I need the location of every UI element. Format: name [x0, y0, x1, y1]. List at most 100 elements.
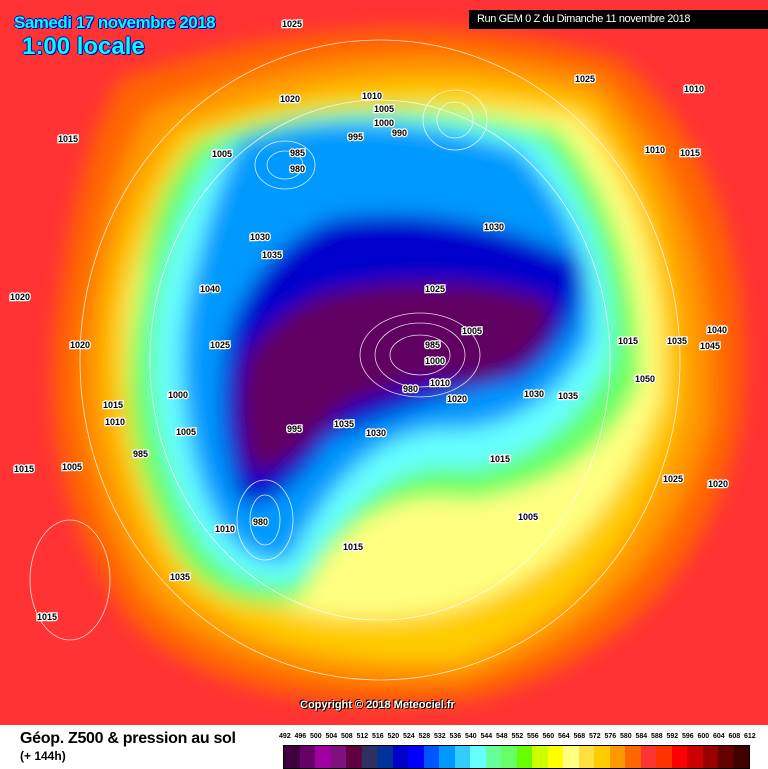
pressure-label: 1010 — [684, 84, 704, 94]
legend-tick: 584 — [635, 733, 648, 740]
pressure-label: 1015 — [490, 454, 510, 464]
pressure-label: 980 — [403, 384, 418, 394]
legend-swatch — [470, 746, 486, 768]
color-legend: 492 496 500 504 508 512 516 520 524 528 532 536 540 5… — [279, 733, 760, 769]
legend-swatch — [718, 746, 734, 768]
pressure-label: 1015 — [343, 542, 363, 552]
legend-tick: 524 — [403, 733, 415, 740]
legend-swatch — [299, 746, 315, 768]
legend-swatch — [439, 746, 455, 768]
legend-tick: 596 — [682, 733, 694, 740]
legend-swatch — [702, 746, 718, 768]
pressure-label: 1015 — [618, 336, 638, 346]
pressure-label: 1030 — [484, 222, 504, 232]
legend-tick: 600 — [697, 733, 710, 740]
legend-tick: 536 — [449, 733, 462, 740]
pressure-label: 1025 — [663, 474, 683, 484]
legend-swatch — [563, 746, 579, 768]
pressure-label: 1025 — [282, 19, 302, 29]
pressure-label: 1035 — [262, 250, 282, 260]
legend-tick: 520 — [387, 733, 400, 740]
legend-swatch — [671, 746, 687, 768]
copyright: Copyright © 2018 Meteociel.fr — [300, 699, 455, 711]
pressure-label: 995 — [348, 132, 363, 142]
legend-tick: 604 — [713, 733, 725, 740]
legend-swatch — [377, 746, 393, 768]
legend-swatch — [330, 746, 346, 768]
legend-swatch — [454, 746, 470, 768]
pressure-label: 1050 — [635, 374, 655, 384]
legend-tick: 564 — [558, 733, 570, 740]
pressure-label: 1040 — [200, 284, 220, 294]
z500-field: 1025 1015 1020 1010 1005 995 990 985 980 1005 1000… — [0, 0, 768, 725]
pressure-label: 1025 — [210, 340, 230, 350]
pressure-label: 1005 — [518, 512, 538, 522]
footer: Géop. Z500 & pression au sol (+ 144h) 49… — [0, 725, 768, 769]
pressure-label: 1015 — [680, 148, 700, 158]
pressure-label: 1000 — [374, 118, 394, 128]
legend-tick: 500 — [310, 733, 322, 740]
pressure-label: 1035 — [667, 336, 687, 346]
pressure-label: 1020 — [708, 479, 728, 489]
legend-swatch — [640, 746, 656, 768]
legend-swatch — [656, 746, 672, 768]
pressure-label: 995 — [287, 424, 302, 434]
pressure-label: 1025 — [425, 284, 445, 294]
legend-tick: 548 — [496, 733, 508, 740]
pressure-label: 1045 — [700, 341, 720, 351]
legend-tick: 508 — [341, 733, 353, 740]
forecast-date: Samedi 17 novembre 2018 — [14, 13, 216, 32]
pressure-label: 980 — [290, 164, 305, 174]
legend-tick: 580 — [620, 733, 632, 740]
legend-swatch — [547, 746, 563, 768]
forecast-lead: (+ 144h) — [20, 749, 66, 763]
legend-swatch — [609, 746, 625, 768]
legend-tick: 556 — [527, 733, 539, 740]
pressure-label: 1035 — [170, 572, 190, 582]
pressure-label: 1000 — [168, 390, 188, 400]
legend-swatch — [578, 746, 594, 768]
pressure-label: 1035 — [558, 391, 578, 401]
pressure-label: 1005 — [374, 104, 394, 114]
pressure-label: 1020 — [447, 394, 467, 404]
legend-tick: 516 — [372, 733, 384, 740]
legend-tick: 560 — [542, 733, 555, 740]
legend-tick: 496 — [294, 733, 307, 740]
pressure-label: 1010 — [430, 378, 450, 388]
pressure-label: 1040 — [707, 325, 727, 335]
pressure-label: 1015 — [37, 612, 57, 622]
legend-tick: 588 — [651, 733, 663, 740]
legend-tick: 532 — [434, 733, 446, 740]
legend-tick: 592 — [666, 733, 679, 740]
legend-tick: 608 — [728, 733, 741, 740]
pressure-label: 1015 — [58, 134, 78, 144]
pressure-label: 1010 — [645, 145, 665, 155]
pressure-label: 1020 — [280, 94, 300, 104]
pressure-label: 1020 — [10, 292, 30, 302]
pressure-label: 1030 — [250, 232, 270, 242]
legend-tick: 544 — [480, 733, 493, 740]
map-title: Géop. Z500 & pression au sol — [20, 730, 236, 747]
pressure-label: 985 — [133, 449, 148, 459]
pressure-label: 1005 — [462, 326, 482, 336]
model-run-banner: Run GEM 0 Z du Dimanche 11 novembre 2018 — [469, 10, 768, 29]
legend-tick: 612 — [744, 733, 756, 740]
pressure-label: 1010 — [362, 91, 382, 101]
legend-tick: 528 — [418, 733, 431, 740]
legend-swatch — [687, 746, 703, 768]
forecast-time: 1:00 locale — [22, 33, 145, 60]
pressure-label: 1030 — [366, 428, 386, 438]
legend-swatch — [485, 746, 501, 768]
legend-tick: 572 — [589, 733, 601, 740]
legend-tick: 552 — [511, 733, 524, 740]
pressure-label: 1005 — [62, 462, 82, 472]
pressure-label: 1025 — [575, 74, 595, 84]
legend-swatch — [733, 746, 749, 768]
pressure-label: 1030 — [524, 389, 544, 399]
legend-swatch — [315, 746, 331, 768]
legend-tick: 492 — [279, 733, 291, 740]
legend-swatch — [501, 746, 517, 768]
legend-swatch — [423, 746, 439, 768]
isobars — [29, 39, 681, 681]
pressure-label: 1015 — [103, 400, 123, 410]
